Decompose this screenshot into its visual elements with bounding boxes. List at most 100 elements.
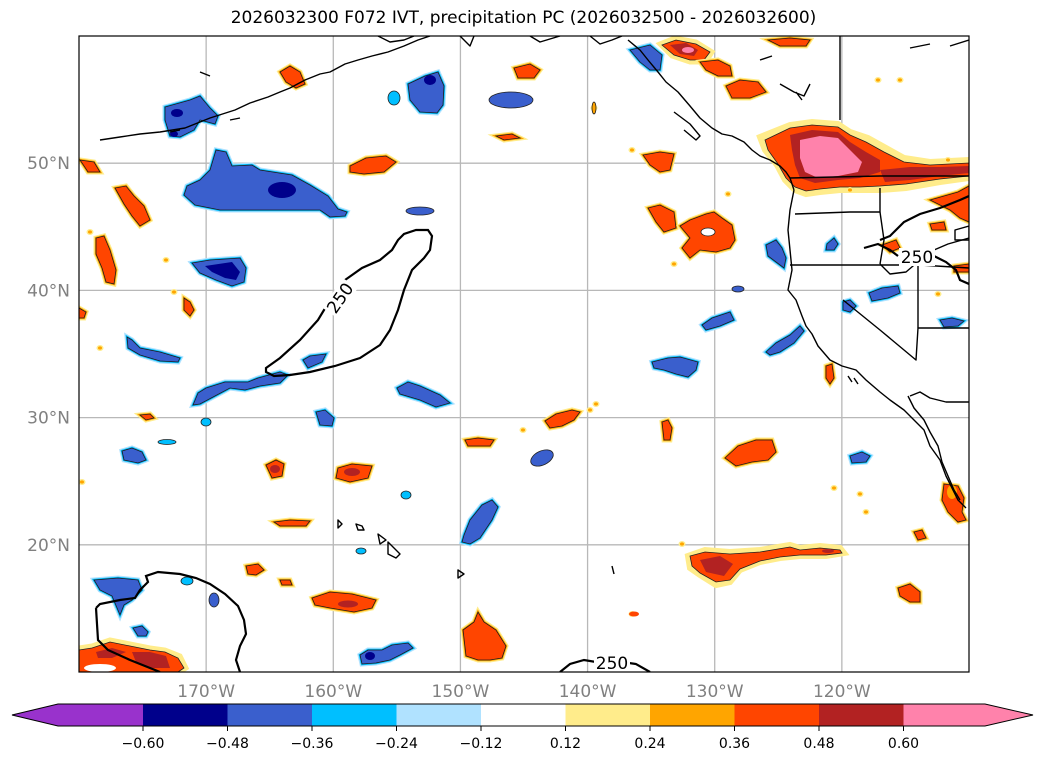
colorbar-tick-label: 0.12 [550,736,581,752]
pos-dot [88,230,92,234]
contour-label-bg [899,248,935,266]
lon-axis: 170°W 160°W 150°W 140°W 130°W 120°W [177,682,871,702]
colorbar-outline [11,703,1034,727]
coastline-segment [627,39,795,191]
colorbar-tick-label: −0.24 [375,736,418,752]
coastline-segment [789,175,969,179]
colorbar-segment [481,704,566,726]
colorbar-tick-label: 0.36 [719,736,750,752]
neg-blob-z1 [731,285,745,293]
pos-dot [172,290,176,294]
pos-dot [946,158,950,162]
neg-blob-m-core [315,409,335,427]
pos-m10-core [349,155,397,175]
coastlines [99,36,969,579]
pos-dot [164,258,168,262]
lat-tick-label: 30°N [27,409,70,429]
pos-dot [594,402,598,406]
coastline-segment [909,391,969,403]
pos-m12-core [494,133,522,141]
coastline-segment [759,39,969,61]
colorbar-tick-label: 0.48 [803,736,834,752]
coastline-segment [529,36,561,43]
pos-w6-core [139,413,155,421]
precip-shading [79,36,969,672]
pos-c1-core [647,204,677,233]
neg-blob-s [400,490,412,500]
map-frame [78,35,970,673]
neg-max-c2 [170,131,178,137]
pos-dot [936,292,940,296]
colorbar-tick-label: −0.12 [460,736,503,752]
coastline-segment [169,71,241,133]
colorbar-segment [565,704,651,726]
neg-max-d [424,75,436,85]
pos-c2-hole [700,227,716,237]
pos-dot-elong [591,101,597,115]
ivt-250-contour [863,242,899,257]
neg-blob-wc4-core [868,285,901,302]
coastline-segment [779,83,811,101]
colorbar-tick-label: −0.36 [291,736,334,752]
ivt-250-contour [94,607,161,672]
pos-w1-core [114,185,151,227]
pos-band-core [689,546,843,583]
neg-max-a [268,182,296,198]
pos-e1-core [825,363,835,385]
coastline-segment [787,189,967,509]
pos-dot [672,262,676,266]
pos-ak3-core [725,79,767,99]
lon-tick-label: 120°W [813,682,871,702]
lat-axis: 50°N 40°N 30°N 20°N [27,154,70,556]
lon-tick-label: 160°W [304,682,362,702]
pos-bc-pink [800,136,862,178]
ivt-contours [94,194,969,672]
ivt-250-contour [95,570,248,672]
colorbar-tick-label: −0.60 [122,736,165,752]
pos-m4-max [344,468,360,476]
pos-ak-pink [682,47,694,53]
neg-blob-wc2-core [825,237,839,251]
pos-dot [876,78,880,82]
coastline-segment [377,36,415,43]
chart-title: 2026032300 F072 IVT, precipitation PC (2… [230,8,817,28]
neg-blob-y [180,576,194,586]
pos-dot-core [629,611,639,617]
lat-tick-label: 20°N [27,536,70,556]
colorbar-segment [312,704,397,726]
pos-sw-max1 [96,648,126,658]
neg-blob-a-core [183,149,348,218]
pos-dot [521,428,525,432]
colorbar-tick-label: −0.48 [206,736,249,752]
colorbar-segment [227,704,313,726]
pos-dot [630,148,634,152]
coastline-segment [673,111,701,141]
pos-m8-core [462,611,507,661]
neg-blob-g [405,206,435,216]
ivt-contour-label: 250 [596,654,628,674]
neg-blob-i-core [126,336,181,363]
pos-w8-core [279,579,293,586]
lon-tick-label: 170°W [177,682,235,702]
neg-blob-r [530,449,554,467]
ivt-contour-label: 250 [901,248,933,268]
coastline-segment [907,395,961,501]
colorbar-segment [143,704,228,726]
neg-blob-l-core [396,381,451,408]
ivt-250-contour [559,658,597,672]
pos-w4-core [183,297,195,317]
colorbar-segment [819,704,904,726]
contour-label-bg [594,654,630,672]
neg-blob-wc3-core [765,325,805,356]
pos-m9-core [279,65,306,89]
neg-blob-p [200,417,212,427]
neg-blob-q-core [461,499,499,545]
neg-blob-c-core [164,95,219,138]
lat-tick-label: 50°N [27,154,70,174]
pos-w5-core [79,307,87,319]
pos-e3-core [897,583,921,603]
coastline-segment [99,36,431,141]
neg-blob-v-core [93,577,143,617]
colorbar-tick-label: 0.24 [634,736,665,752]
pos-dot [858,492,862,496]
